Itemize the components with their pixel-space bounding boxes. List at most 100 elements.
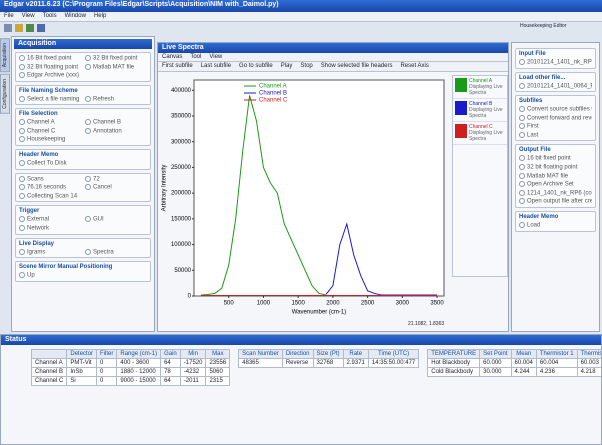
group-items: 16 bit fixed point 32 bit floating point M…	[519, 155, 592, 205]
option[interactable]: GUI	[85, 216, 147, 223]
group-box: File Naming Scheme Select a file naming s…	[15, 84, 151, 106]
group-items: Select a file naming scheme Refresh	[19, 96, 147, 102]
group-items: External GUI Network	[19, 216, 147, 232]
option[interactable]: Cancel	[85, 184, 147, 191]
menu-item[interactable]: Window	[64, 13, 86, 19]
option[interactable]: Open output file after creation	[519, 198, 592, 205]
x-tick-label: 1500	[291, 301, 305, 307]
option[interactable]: 32 Bit fixed point	[85, 55, 147, 62]
table-row: Cold Blackbody 30.000 4.244 4.236 4.218	[427, 367, 601, 377]
table-row: 48365 Reverse 32768 2.9371 14:35:50.00:477	[238, 358, 420, 368]
tool-icon[interactable]	[4, 24, 12, 32]
column-header: Gain	[160, 349, 181, 359]
side-tab[interactable]: Configuration	[0, 74, 10, 114]
menu-item[interactable]: Help	[93, 13, 107, 19]
cell: 0	[96, 376, 118, 386]
toolbar-button[interactable]: Go to subfile	[239, 63, 273, 69]
option[interactable]: Select a file naming scheme	[19, 96, 81, 102]
y-tick-label: 150000	[171, 216, 192, 222]
status-panel: Status Detector Filter Range (cm-1) Gain Min…	[0, 334, 602, 445]
option[interactable]: Collect To Disk	[19, 160, 81, 167]
menu-item[interactable]: View	[209, 54, 223, 60]
option[interactable]: Collecting Scan 14	[19, 193, 81, 199]
option[interactable]: Igrams	[19, 249, 81, 255]
table-row: Channel A PMT-Vit 0 400 - 3600 64 -17520 23556	[30, 358, 231, 368]
cell: InSb	[66, 367, 98, 377]
toolbar-button[interactable]: Reset Axis	[400, 63, 429, 69]
cell: 60.004	[510, 358, 537, 368]
cell: 60.003	[576, 358, 601, 368]
group-box: 16 Bit fixed point 32 Bit fixed point 32 B…	[15, 52, 151, 82]
option[interactable]: Convert source subfiles to a single dest…	[519, 106, 592, 113]
option[interactable]: Network	[19, 225, 81, 232]
column-header: Size (Pt)	[312, 349, 344, 359]
option[interactable]: Matlab MAT file	[519, 173, 592, 179]
spectra-menu: Canvas Tool View	[158, 53, 508, 62]
option[interactable]: 20101214_1401_nk_RP6 (cod mod vod)	[519, 59, 592, 66]
legend-text: Channel B Displaying Live Spectra	[469, 101, 505, 119]
option[interactable]: 16 bit fixed point	[519, 155, 592, 162]
status-table: Scan Number Direction Size (Pt) Rate Time (U…	[238, 349, 420, 368]
option[interactable]: Edgar Archive (xxx)	[19, 72, 81, 79]
option[interactable]: 20101214_1401_0064_RR (cod)	[519, 83, 592, 89]
cell: Si	[66, 376, 98, 386]
option[interactable]: 16 Bit fixed point	[19, 55, 81, 62]
menu-item[interactable]: View	[21, 13, 35, 19]
menu-item[interactable]: Canvas	[162, 54, 183, 60]
legend-label: Channel A	[259, 84, 287, 90]
side-tab[interactable]: Acquisition	[0, 38, 10, 73]
option[interactable]: Up	[19, 272, 81, 279]
group-items: 20101214_1401_nk_RP6 (cod mod vod)	[519, 59, 592, 66]
toolbar-button[interactable]: First subfile	[162, 63, 193, 69]
option[interactable]: Annotation	[85, 128, 147, 134]
toolbar-button[interactable]: Play	[280, 63, 293, 69]
legend-text: Channel C Displaying Live Spectra	[469, 124, 505, 142]
option[interactable]: Open Archive Set	[519, 181, 592, 188]
x-axis-label: Wavenumber (cm-1)	[292, 310, 346, 316]
tool-icon[interactable]	[15, 24, 23, 32]
option[interactable]: Channel B	[85, 119, 147, 126]
option[interactable]: Refresh	[85, 96, 147, 102]
option[interactable]: 76.16 seconds	[19, 184, 81, 191]
tool-icon[interactable]	[37, 24, 45, 32]
option[interactable]: 32 Bit floating point	[19, 64, 81, 70]
legend-entry: Channel C Displaying Live Spectra	[453, 122, 507, 145]
option[interactable]: Channel A	[19, 119, 81, 126]
toolbar-button[interactable]: Stop	[300, 63, 313, 69]
legend-swatch	[455, 124, 467, 138]
group-items: Up	[19, 272, 147, 279]
option[interactable]: 32 bit floating point	[519, 164, 592, 171]
option[interactable]: Convert forward and reverse subfiles to …	[519, 115, 592, 121]
column-header: Rate	[342, 349, 369, 359]
option[interactable]: External	[19, 216, 81, 223]
file-panel: Input File 20101214_1401_nk_RP6 (cod mod …	[511, 42, 600, 332]
row-header: Channel B	[30, 367, 68, 377]
side-tabs: Acquisition Configuration	[0, 38, 10, 368]
x-tick-label: 2000	[326, 301, 340, 307]
x-tick-label: 2500	[361, 301, 375, 307]
toolbar-button[interactable]: Show selected file headers	[320, 63, 393, 69]
y-tick-label: 50000	[174, 268, 191, 274]
corner-cell	[30, 349, 68, 359]
spectra-toolbar: First subfile Last subfile Go to subfile Pl…	[158, 62, 508, 72]
menu-item[interactable]: File	[4, 13, 14, 19]
toolbar-button[interactable]: Last subfile	[200, 63, 232, 69]
option[interactable]: Housekeeping	[19, 136, 81, 143]
option[interactable]: Scans	[19, 176, 81, 182]
tool-icon[interactable]	[26, 24, 34, 32]
option[interactable]: Matlab MAT file	[85, 64, 147, 70]
group-items: Igrams Spectra	[19, 249, 147, 255]
option[interactable]: 72	[85, 176, 147, 182]
option[interactable]: First	[519, 123, 592, 130]
column-header: Range (cm-1)	[116, 349, 162, 359]
option[interactable]: Spectra	[85, 249, 147, 255]
option[interactable]: Load	[519, 222, 592, 229]
row-header: Hot Blackbody	[427, 358, 481, 368]
option[interactable]: 1214_1401_nk_RP6 (cod mod vod)	[519, 190, 592, 196]
menu-item[interactable]: Tool	[190, 54, 202, 60]
menu-item[interactable]: Tools	[42, 13, 57, 19]
option[interactable]: Channel C	[19, 128, 81, 134]
option[interactable]: Last	[519, 132, 592, 138]
y-axis-label: Arbitrary Intensity	[162, 165, 168, 212]
x-tick-label: 1000	[257, 301, 271, 307]
